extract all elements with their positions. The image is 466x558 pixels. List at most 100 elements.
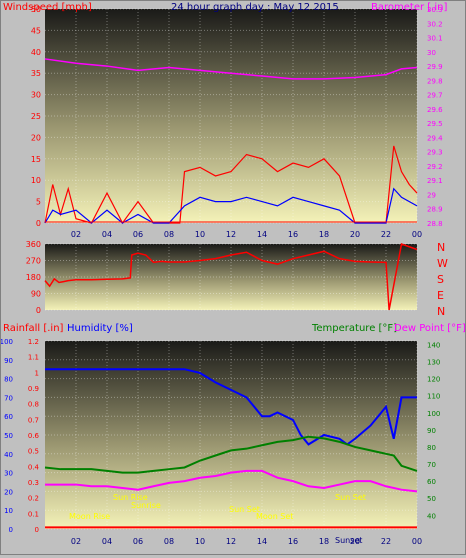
x-tick-label: 06: [133, 230, 143, 239]
barometer-tick-label: 29.2: [427, 163, 443, 171]
windspeed-axis-label: Windspeed [mph]: [3, 2, 92, 13]
temperature-tick-label: 120: [427, 376, 440, 384]
direction-tick-label: 90: [31, 290, 41, 299]
windspeed-tick-label: 20: [31, 133, 41, 142]
x-tick-label: 12: [226, 230, 236, 239]
compass-label: N: [437, 241, 445, 254]
temperature-tick-label: 50: [427, 495, 436, 503]
rainfall-axis-label: Rainfall [.in]: [3, 323, 64, 334]
annotation-sunrise-2: Sunrise: [131, 501, 161, 510]
temperature-tick-label: 100: [427, 410, 440, 418]
annotation-sunset-b: Sun Set: [335, 493, 366, 502]
barometer-tick-label: 29.7: [427, 92, 443, 100]
direction-tick-label: 0: [36, 306, 41, 315]
humidity-tick-label: 10: [4, 507, 13, 515]
barometer-tick-label: 29.3: [427, 149, 443, 157]
dewpoint-axis-label: Dew Point [°F]: [394, 323, 465, 334]
windspeed-tick-label: 50: [31, 5, 41, 14]
barometer-tick-label: 30.2: [427, 20, 443, 28]
windspeed-tick-label: 35: [31, 69, 41, 78]
humidity-tick-label: 30: [4, 470, 13, 478]
x-tick-label: 20: [350, 537, 360, 546]
x-tick-label: 16: [288, 230, 298, 239]
humidity-tick-label: 90: [4, 357, 13, 365]
direction-series: [44, 243, 418, 311]
x-tick-label: 14: [257, 537, 267, 546]
barometer-tick-label: 29.6: [427, 106, 443, 114]
windspeed-tick-label: 30: [31, 91, 41, 100]
x-tick-label: 20: [350, 230, 360, 239]
x-tick-label: 02: [71, 537, 81, 546]
temperature-tick-label: 70: [427, 461, 436, 469]
barometer-line: [44, 58, 418, 80]
direction-tick-label: 180: [26, 273, 41, 282]
direction-grid: [45, 243, 418, 311]
barometer-tick-label: 29.8: [427, 77, 443, 85]
x-tick-label: 10: [195, 537, 205, 546]
x-tick-label: 18: [319, 230, 329, 239]
humidity-tick-label: 0: [9, 526, 13, 534]
rainfall-tick-label: 1.2: [28, 338, 39, 346]
x-tick-label: 18: [319, 537, 329, 546]
x-tick-label: 22: [381, 230, 391, 239]
x-tick-label: 12: [226, 537, 236, 546]
rainfall-tick-label: 1.1: [28, 354, 39, 362]
barometer-tick-label: 29.5: [427, 120, 443, 128]
dewpoint-line: [45, 469, 418, 493]
direction-tick-label: 270: [26, 257, 41, 266]
compass-label: S: [437, 273, 444, 286]
temperature-tick-label: 90: [427, 427, 436, 435]
x-tick-label: 10: [195, 230, 205, 239]
rainfall-tick-label: 0.8: [28, 401, 39, 409]
humidity-axis-label: Humidity [%]: [67, 323, 133, 334]
barometer-tick-label: 30: [427, 49, 436, 57]
rainfall-tick-label: 0.6: [28, 432, 40, 440]
rainfall-tick-label: 0.5: [28, 448, 39, 456]
axis-ticks: 0202040406060808101012121414161618182020…: [0, 5, 448, 546]
rainfall-tick-label: 0.7: [28, 416, 39, 424]
x-tick-label: 00: [412, 537, 422, 546]
rainfall-tick-label: 0.2: [28, 495, 39, 503]
rainfall-tick-label: 0.1: [28, 510, 39, 518]
temperature-tick-label: 80: [427, 444, 436, 452]
windspeed-tick-label: 25: [31, 112, 41, 121]
compass-label: N: [437, 305, 445, 318]
annotation-moonrise: Moon Rise: [69, 512, 110, 521]
windspeed-tick-label: 45: [31, 26, 41, 35]
temp-plot-area: [45, 341, 417, 529]
temperature-tick-label: 40: [427, 512, 436, 520]
temp-series: [44, 368, 418, 529]
barometer-tick-label: 29.9: [427, 63, 443, 71]
temperature-tick-label: 60: [427, 478, 436, 486]
rainfall-tick-label: 0.4: [28, 463, 40, 471]
rainfall-tick-label: 1: [35, 369, 39, 377]
humidity-tick-label: 50: [4, 432, 13, 440]
compass-label: W: [437, 257, 448, 270]
barometer-tick-label: 29.1: [427, 177, 443, 185]
rainfall-tick-label: 0.3: [28, 479, 39, 487]
windspeed-tick-label: 15: [31, 155, 41, 164]
wind-plot-area: [45, 9, 417, 223]
temperature-tick-label: 110: [427, 393, 440, 401]
humidity-line: [45, 368, 417, 446]
x-tick-label: 04: [102, 230, 112, 239]
x-tick-label: 04: [102, 537, 112, 546]
temperature-tick-label: 140: [427, 341, 440, 349]
humidity-tick-label: 80: [4, 376, 13, 384]
temperature-axis-label: Temperature [°F]: [311, 323, 397, 334]
annotation-sunset-c: Sunset: [335, 536, 362, 545]
humidity-tick-label: 100: [1, 338, 13, 346]
annotation-moonset: Moon Set: [256, 512, 293, 521]
temperature-line: [44, 435, 418, 474]
humidity-tick-label: 60: [4, 413, 13, 421]
x-tick-label: 22: [381, 537, 391, 546]
humidity-tick-label: 20: [4, 488, 13, 496]
x-tick-label: 16: [288, 537, 298, 546]
temperature-tick-label: 130: [427, 359, 440, 367]
rainfall-tick-label: 0: [35, 526, 39, 534]
x-tick-label: 08: [164, 230, 174, 239]
windgust-line: [44, 187, 418, 224]
direction-line: [44, 243, 418, 311]
